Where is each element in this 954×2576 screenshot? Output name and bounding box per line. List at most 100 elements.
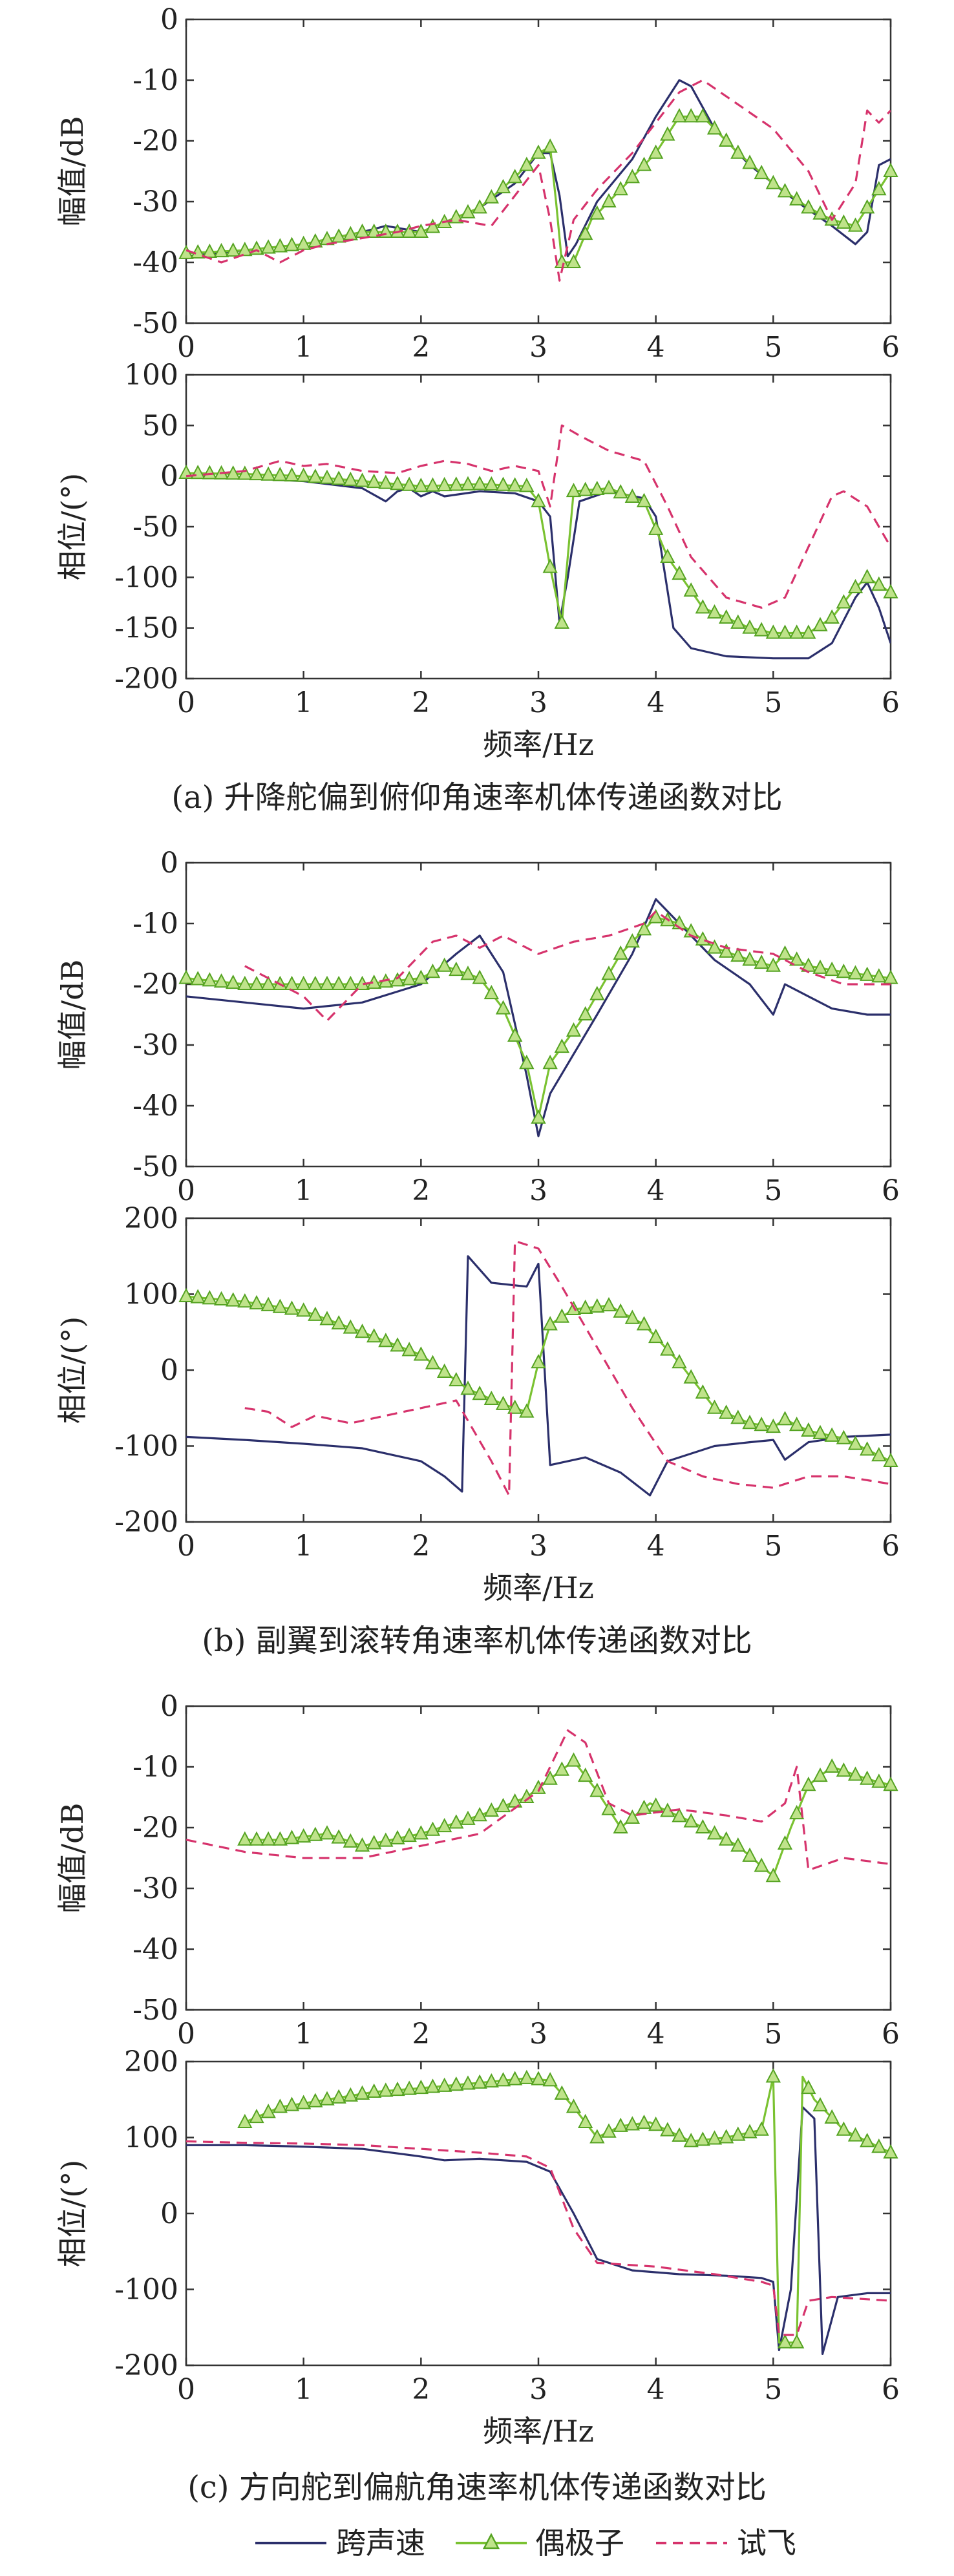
y-tick-label: 200 (124, 1202, 178, 1235)
dipole-marker (624, 1809, 640, 1824)
dipole-marker (531, 2071, 546, 2085)
dipole-marker (296, 467, 312, 482)
y-tick-label: -200 (114, 2349, 178, 2382)
x-tick-label: 2 (412, 331, 430, 364)
dipole-marker (413, 2079, 429, 2095)
dipole-marker (507, 1399, 523, 1414)
dipole-marker (425, 218, 441, 233)
dipole-marker (801, 624, 816, 639)
y-tick-label: 0 (160, 2197, 178, 2230)
dipole-marker (636, 492, 652, 507)
chart-panel-b-phase: 0 1 2 3 4 5 6 200 100 0 -100 -200 相位/(°) 频率/Hz (55, 1202, 900, 1605)
x-tick-label: 3 (529, 1174, 547, 1207)
dipole-marker (554, 614, 569, 629)
series-line-flight (186, 2140, 891, 2336)
dipole-marker (695, 599, 710, 614)
dipole-marker (437, 476, 452, 492)
series-line-flight (244, 910, 891, 1022)
dipole-marker (648, 520, 664, 535)
dipole-marker (460, 204, 476, 218)
dipole-marker (789, 1417, 805, 1431)
x-tick-label: 5 (764, 1530, 782, 1563)
series-line-transonic (186, 79, 891, 258)
dipole-marker (589, 480, 605, 496)
caption-c: (c) 方向舵到偏航角速率机体传递函数对比 (187, 2469, 767, 2506)
dipole-marker (719, 609, 734, 624)
legend-label-dipole: 偶极子 (535, 2526, 624, 2560)
dipole-marker (754, 954, 769, 969)
dipole-marker (366, 223, 382, 238)
dipole-marker (660, 1341, 675, 1356)
dipole-marker (847, 217, 864, 232)
dipole-marker (366, 1835, 382, 1850)
dipole-marker (319, 1825, 335, 1840)
dipole-marker (366, 2083, 382, 2098)
dipole-marker (507, 477, 523, 492)
y-tick-label: 200 (124, 2045, 178, 2078)
legend-label-transonic: 跨声速 (336, 2526, 425, 2560)
dipole-marker (613, 181, 628, 196)
dipole-marker (425, 964, 441, 978)
dipole-marker (636, 921, 652, 936)
x-tick-label: 0 (177, 1530, 195, 1563)
y-tick-label: -40 (132, 1933, 178, 1966)
dipole-marker (847, 1766, 864, 1781)
dipole-marker (260, 975, 276, 990)
caption-a: (a) 升降舵偏到俯仰角速率机体传递函数对比 (171, 779, 782, 816)
dipole-marker (801, 1777, 816, 1791)
dipole-marker (566, 253, 582, 268)
dipole-marker (354, 1837, 370, 1852)
x-tick-label: 6 (882, 686, 900, 719)
y-axis-label: 相位/(°) (55, 1316, 90, 1424)
dipole-marker (390, 972, 405, 987)
x-tick-label: 4 (647, 686, 665, 719)
dipole-marker (425, 1355, 441, 1369)
x-axis-label: 频率/Hz (483, 727, 594, 762)
dipole-marker (331, 2089, 346, 2104)
series-line-dipole (244, 2075, 891, 2344)
dipole-marker (449, 1814, 464, 1829)
dipole-marker (860, 1770, 875, 1785)
dipole-marker (460, 966, 476, 980)
dipole-marker (260, 466, 276, 481)
dipole-marker (531, 492, 546, 507)
dipole-marker (730, 1837, 746, 1852)
dipole-marker (730, 2126, 746, 2141)
dipole-marker (390, 2081, 405, 2096)
dipole-marker (754, 164, 769, 180)
x-tick-label: 1 (295, 686, 313, 719)
dipole-marker (213, 973, 229, 988)
dipole-marker (589, 2129, 605, 2144)
x-tick-label: 4 (647, 2018, 665, 2051)
dipole-marker (683, 582, 699, 597)
dipole-marker (601, 480, 617, 494)
x-tick-label: 0 (177, 1174, 195, 1207)
dipole-marker (460, 1380, 476, 1395)
dipole-marker (249, 466, 264, 481)
y-tick-label: 0 (160, 1354, 178, 1387)
dipole-marker (460, 1810, 476, 1825)
dipole-marker (519, 1403, 535, 1418)
dipole-marker (742, 1415, 758, 1430)
dipole-marker (754, 1417, 769, 1431)
dipole-marker (483, 984, 499, 1000)
dipole-marker (730, 144, 746, 159)
dipole-marker (531, 1779, 546, 1794)
dipole-marker (437, 1363, 452, 1378)
dipole-marker (706, 939, 723, 954)
dipole-marker (589, 1298, 605, 1313)
dipole-marker (284, 1300, 300, 1315)
dipole-marker (226, 974, 241, 989)
dipole-marker (495, 178, 511, 194)
dipole-marker (765, 1868, 781, 1883)
dipole-marker (308, 2093, 323, 2107)
x-tick-label: 1 (295, 1530, 313, 1563)
dipole-marker (413, 1825, 429, 1840)
dipole-marker (765, 1418, 781, 1433)
dipole-marker (801, 1422, 816, 1437)
dipole-marker (636, 156, 652, 171)
dipole-marker (319, 975, 335, 990)
dipole-marker (624, 488, 640, 503)
y-tick-label: -40 (132, 246, 178, 279)
dipole-marker (460, 2075, 476, 2090)
